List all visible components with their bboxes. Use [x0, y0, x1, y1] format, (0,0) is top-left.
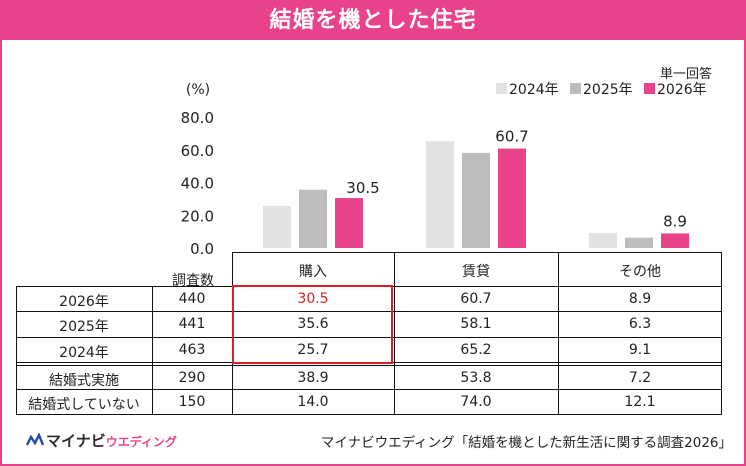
table-line [16, 286, 17, 415]
bar-2025年-その他 [625, 237, 653, 248]
note-label: 単一回答 [660, 66, 712, 82]
table-line [16, 389, 722, 390]
y-unit-label: (%) [186, 82, 210, 98]
legend-item-2025: 2025年 [570, 79, 633, 99]
table-cell: 65.2 [460, 342, 492, 358]
row-count: 441 [178, 316, 206, 332]
highlight-box [232, 285, 393, 364]
bar-2025年-賃貸 [462, 152, 490, 248]
row-count: 290 [178, 370, 206, 386]
legend-swatch-2024 [496, 83, 507, 94]
logo-mark-icon [26, 433, 44, 446]
table-line [16, 311, 722, 312]
table-line [721, 252, 722, 415]
legend-swatch-2025 [570, 83, 581, 94]
table-cell: 53.8 [460, 370, 492, 386]
y-tick-label: 0.0 [190, 240, 214, 258]
table-line [394, 252, 395, 415]
bar-2024年-購入 [263, 205, 291, 248]
table-cell: 35.6 [297, 316, 329, 332]
table-cell: 6.3 [628, 316, 652, 332]
table-line [232, 252, 722, 253]
row-label: 2024年 [59, 345, 109, 361]
row-label: 2026年 [59, 294, 109, 310]
brand-logo: マイナビウエディング [26, 430, 177, 451]
legend-swatch-2026 [644, 83, 655, 94]
source-note: マイナビウエディング「結婚を機とした新生活に関する調査2026」 [320, 435, 732, 451]
category-header-other: その他 [619, 264, 661, 280]
row-count: 440 [178, 291, 206, 307]
logo-main-text: マイナビ [46, 432, 106, 450]
table-cell: 7.2 [628, 370, 652, 386]
data-label: 30.5 [346, 179, 379, 197]
bar-2025年-購入 [299, 189, 327, 248]
legend-label-2025: 2025年 [583, 82, 633, 98]
count-header: 調査数 [172, 273, 214, 289]
table-cell: 14.0 [297, 394, 329, 410]
y-tick-label: 20.0 [181, 207, 214, 225]
table-cell: 30.5 [297, 291, 329, 307]
bar-2026年-賃貸 [498, 148, 526, 248]
table-line [16, 337, 722, 338]
table-line [16, 414, 722, 415]
table-cell: 9.1 [628, 342, 652, 358]
bar-2026年-購入 [335, 198, 363, 248]
row-label: 2025年 [59, 319, 109, 335]
bar-2024年-賃貸 [426, 141, 454, 248]
y-tick-label: 80.0 [181, 109, 214, 127]
table-line [558, 252, 559, 415]
y-tick-label: 40.0 [181, 175, 214, 193]
bar-2024年-その他 [589, 233, 617, 248]
legend-label-2024: 2024年 [509, 82, 559, 98]
data-label: 60.7 [495, 128, 528, 146]
page-title: 結婚を機とした住宅 [2, 2, 744, 40]
bar-2026年-その他 [661, 233, 689, 248]
row-label: 結婚式実施 [49, 373, 119, 389]
table-line [16, 365, 722, 366]
legend-item-2024: 2024年 [496, 79, 559, 99]
table-cell: 74.0 [460, 394, 492, 410]
table-cell: 58.1 [460, 316, 492, 332]
category-header-purchase: 購入 [299, 264, 327, 280]
table-cell: 25.7 [297, 342, 329, 358]
table-cell: 12.1 [624, 394, 656, 410]
table-cell: 8.9 [628, 291, 652, 307]
logo-sub-text: ウエディング [105, 435, 177, 449]
y-tick-label: 60.0 [181, 142, 214, 160]
table-cell: 60.7 [460, 291, 492, 307]
table-line [152, 286, 153, 415]
data-label: 8.9 [663, 212, 687, 230]
legend-label-2026: 2026年 [657, 82, 707, 98]
category-header-rent: 賃貸 [462, 264, 490, 280]
table-cell: 38.9 [297, 370, 329, 386]
row-count: 463 [178, 342, 206, 358]
row-count: 150 [178, 394, 206, 410]
row-label: 結婚式していない [28, 397, 140, 413]
legend-item-2026: 2026年 [644, 79, 707, 99]
